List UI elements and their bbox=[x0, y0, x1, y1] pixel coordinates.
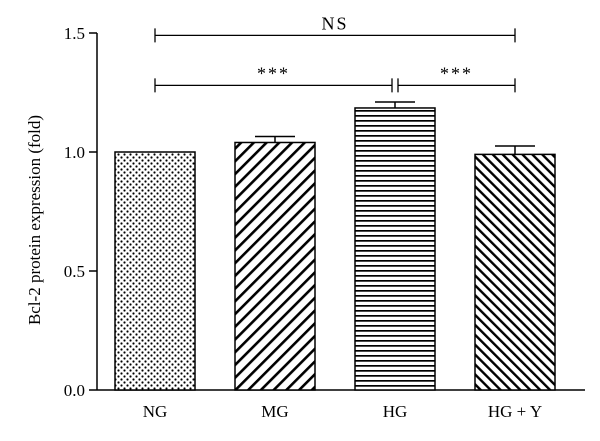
x-tick-label: HG + Y bbox=[488, 402, 542, 421]
bar bbox=[474, 153, 556, 391]
y-axis: 0.0 0.5 1.0 1.5 bbox=[64, 24, 98, 400]
significance-label: NS bbox=[321, 13, 348, 33]
y-tick-label: 0.5 bbox=[64, 262, 85, 281]
y-axis-title: Bcl-2 protein expression (fold) bbox=[25, 115, 44, 325]
bar bbox=[114, 151, 196, 391]
bar bbox=[234, 141, 316, 391]
y-tick-label: 0.0 bbox=[64, 381, 85, 400]
x-tick-label: HG bbox=[383, 402, 408, 421]
significance-annotations: NS *** *** bbox=[154, 13, 516, 93]
y-tick-label: 1.5 bbox=[64, 24, 85, 43]
bars bbox=[114, 101, 556, 391]
y-tick-label: 1.0 bbox=[64, 143, 85, 162]
bar bbox=[354, 107, 436, 391]
significance-label: *** bbox=[440, 63, 473, 83]
x-axis: NG MG HG HG + Y bbox=[97, 389, 585, 421]
x-tick-label: NG bbox=[143, 402, 168, 421]
significance-label: *** bbox=[257, 63, 290, 83]
x-tick-label: MG bbox=[261, 402, 288, 421]
